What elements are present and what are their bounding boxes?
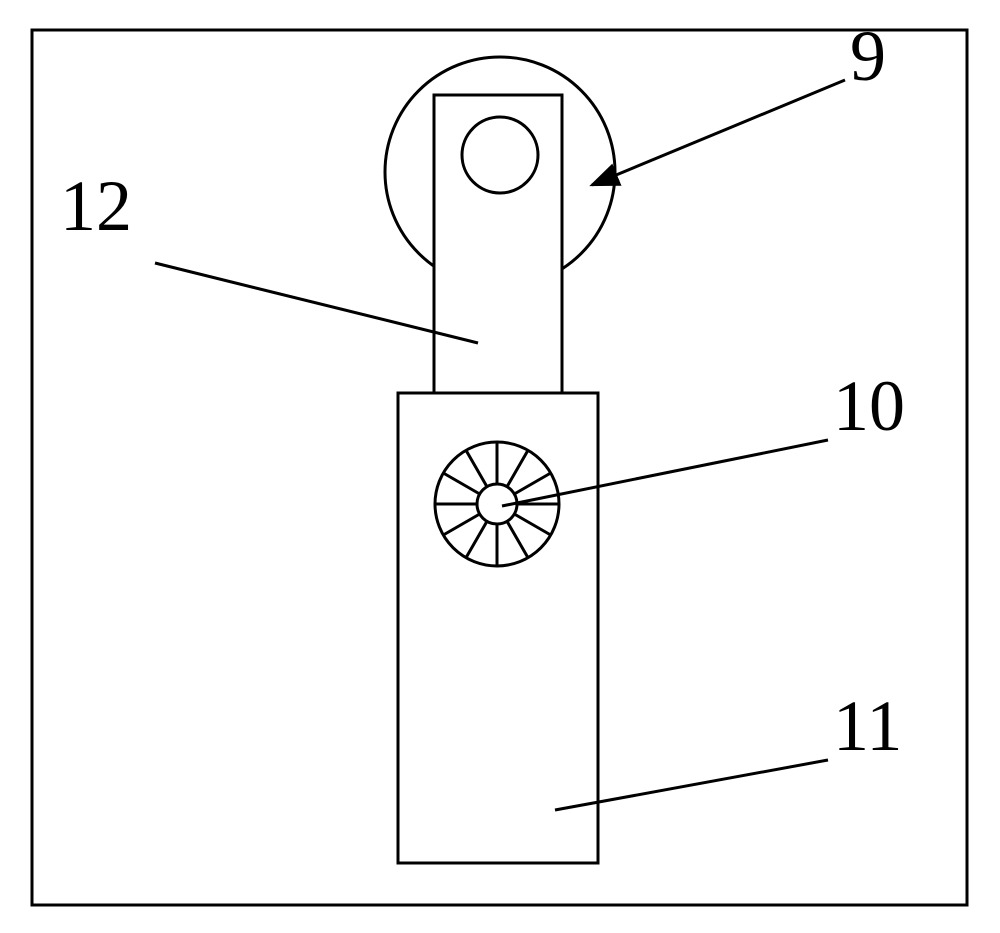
label-11: 11 (833, 685, 902, 768)
diagram-svg (0, 0, 1000, 933)
leader-line-9 (592, 80, 845, 185)
label-10: 10 (833, 365, 905, 448)
diagram-container: 9 12 10 11 (0, 0, 1000, 933)
label-9: 9 (850, 15, 886, 98)
label-12: 12 (60, 165, 132, 248)
upper-rect (434, 95, 562, 393)
leader-line-12 (155, 263, 478, 343)
